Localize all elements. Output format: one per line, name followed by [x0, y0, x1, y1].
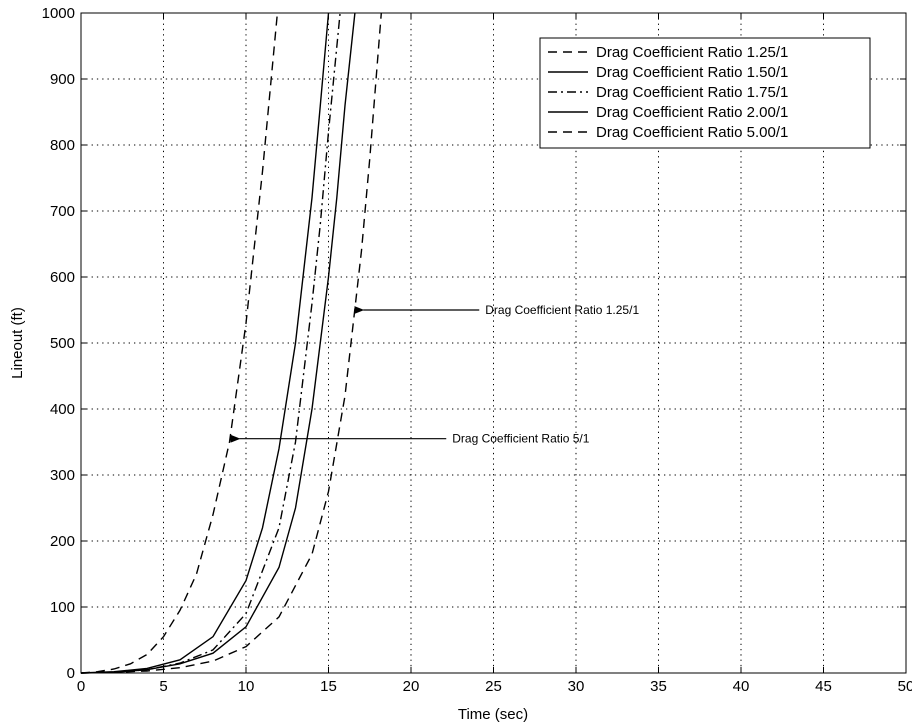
legend: Drag Coefficient Ratio 1.25/1 Drag Coeffi… [539, 37, 871, 149]
series-line-1 [80, 12, 382, 674]
y-tick-label: 700 [50, 203, 75, 220]
x-tick-label: 35 [650, 678, 667, 695]
y-tick-label: 200 [50, 533, 75, 550]
y-axis-label: Lineout (ft) [9, 307, 26, 379]
y-tick-label: 400 [50, 401, 75, 418]
series-line-4 [80, 12, 330, 674]
series-lines [80, 12, 382, 674]
legend-entry: Drag Coefficient Ratio 2.00/1 [596, 104, 788, 121]
annotations: Drag Coefficient Ratio 1.25/1 Drag Coeffi… [230, 303, 639, 446]
annotation-text: Drag Coefficient Ratio 1.25/1 [485, 303, 639, 317]
x-tick-label: 45 [815, 678, 832, 695]
x-tick-label: 30 [568, 678, 585, 695]
y-tick-label: 900 [50, 71, 75, 88]
y-tick-label: 300 [50, 467, 75, 484]
y-tick-label: 100 [50, 599, 75, 616]
legend-box [539, 37, 871, 149]
y-tick-label: 800 [50, 137, 75, 154]
y-tick-label: 0 [67, 665, 75, 682]
x-tick-label: 20 [403, 678, 420, 695]
x-tick-label: 10 [238, 678, 255, 695]
annotation-text: Drag Coefficient Ratio 5/1 [452, 432, 590, 446]
x-tick-label: 15 [320, 678, 337, 695]
legend-entry: Drag Coefficient Ratio 1.50/1 [596, 64, 788, 81]
x-axis-label: Time (sec) [458, 706, 528, 723]
x-tick-label: 40 [733, 678, 750, 695]
series-line-5 [80, 12, 279, 674]
legend-entry: Drag Coefficient Ratio 5.00/1 [596, 124, 788, 141]
y-tick-label: 1000 [42, 5, 75, 22]
legend-entry: Drag Coefficient Ratio 1.75/1 [596, 84, 788, 101]
y-tick-label: 600 [50, 269, 75, 286]
x-tick-label: 50 [898, 678, 912, 695]
tick-labels: 0 5 10 15 20 25 30 35 40 45 5001002003004005006007… [42, 5, 912, 695]
x-tick-label: 0 [77, 678, 85, 695]
x-tick-label: 25 [485, 678, 502, 695]
x-tick-label: 5 [159, 678, 167, 695]
series-line-2 [80, 12, 356, 674]
legend-entry: Drag Coefficient Ratio 1.25/1 [596, 44, 788, 61]
y-tick-label: 500 [50, 335, 75, 352]
series-line-3 [80, 12, 341, 674]
